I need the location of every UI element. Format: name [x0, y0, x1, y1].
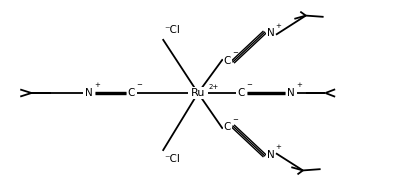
Text: ⁻Cl: ⁻Cl	[165, 154, 181, 165]
Text: N: N	[267, 150, 274, 160]
Text: +: +	[276, 144, 281, 150]
Text: N: N	[267, 28, 274, 38]
Text: +: +	[296, 82, 302, 88]
Text: N: N	[287, 88, 295, 98]
Text: Ru: Ru	[191, 88, 205, 98]
Text: −: −	[233, 117, 238, 123]
Text: C: C	[224, 122, 231, 132]
Text: +: +	[276, 23, 281, 29]
Text: C: C	[128, 88, 135, 98]
Text: 2+: 2+	[209, 84, 219, 90]
Text: C: C	[237, 88, 245, 98]
Text: −: −	[233, 50, 238, 56]
Text: −: −	[246, 82, 252, 88]
Text: N: N	[85, 88, 93, 98]
Text: ⁻Cl: ⁻Cl	[165, 25, 181, 36]
Text: −: −	[137, 82, 142, 88]
Text: C: C	[224, 56, 231, 66]
Text: +: +	[94, 82, 100, 88]
